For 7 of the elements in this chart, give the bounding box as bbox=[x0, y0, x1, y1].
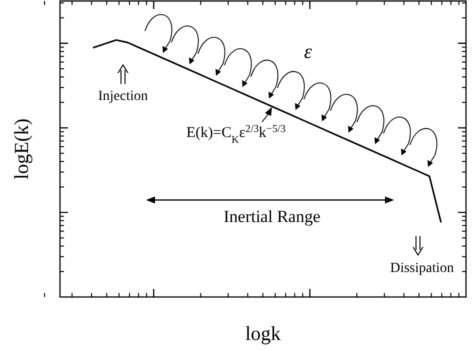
annotation: Inertial Range bbox=[224, 207, 320, 226]
annotation: ε bbox=[304, 41, 312, 63]
x-axis-title: logk bbox=[245, 323, 281, 345]
annotation: E(k)=C$_{K}$ε$^{2/3}$k$^{−5/3}$ bbox=[186, 124, 286, 146]
annotation: Dissipation bbox=[390, 261, 454, 276]
annotation: Injection bbox=[98, 89, 148, 104]
y-axis-title: logE(k) bbox=[11, 118, 33, 180]
